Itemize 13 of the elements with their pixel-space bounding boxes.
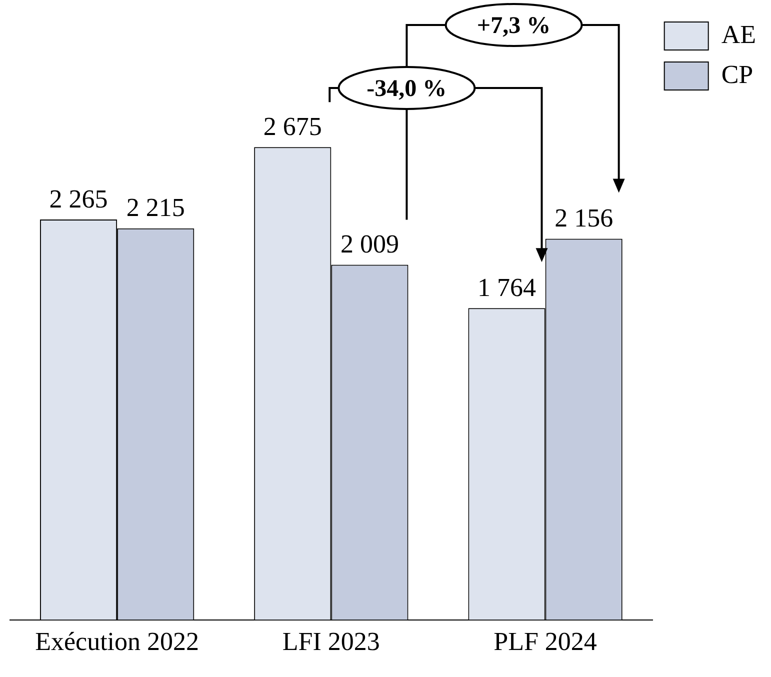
text: -34,0 % — [366, 76, 447, 102]
data-label: 2 215 — [126, 193, 185, 222]
data-label: 2 265 — [49, 184, 108, 214]
data-label: 2 009 — [340, 230, 399, 259]
data-label: 1 764 — [477, 272, 536, 302]
data-label: 2 675 — [263, 112, 322, 141]
legend-label: CP — [721, 60, 754, 89]
x-tick-label: Exécution 2022 — [35, 627, 200, 656]
data-label: 2 156 — [554, 204, 614, 233]
x-tick-label: LFI 2023 — [282, 627, 380, 656]
x-tick-label: PLF 2024 — [494, 627, 597, 656]
legend-label: AE — [721, 20, 756, 49]
text: +7,3 % — [476, 13, 551, 39]
